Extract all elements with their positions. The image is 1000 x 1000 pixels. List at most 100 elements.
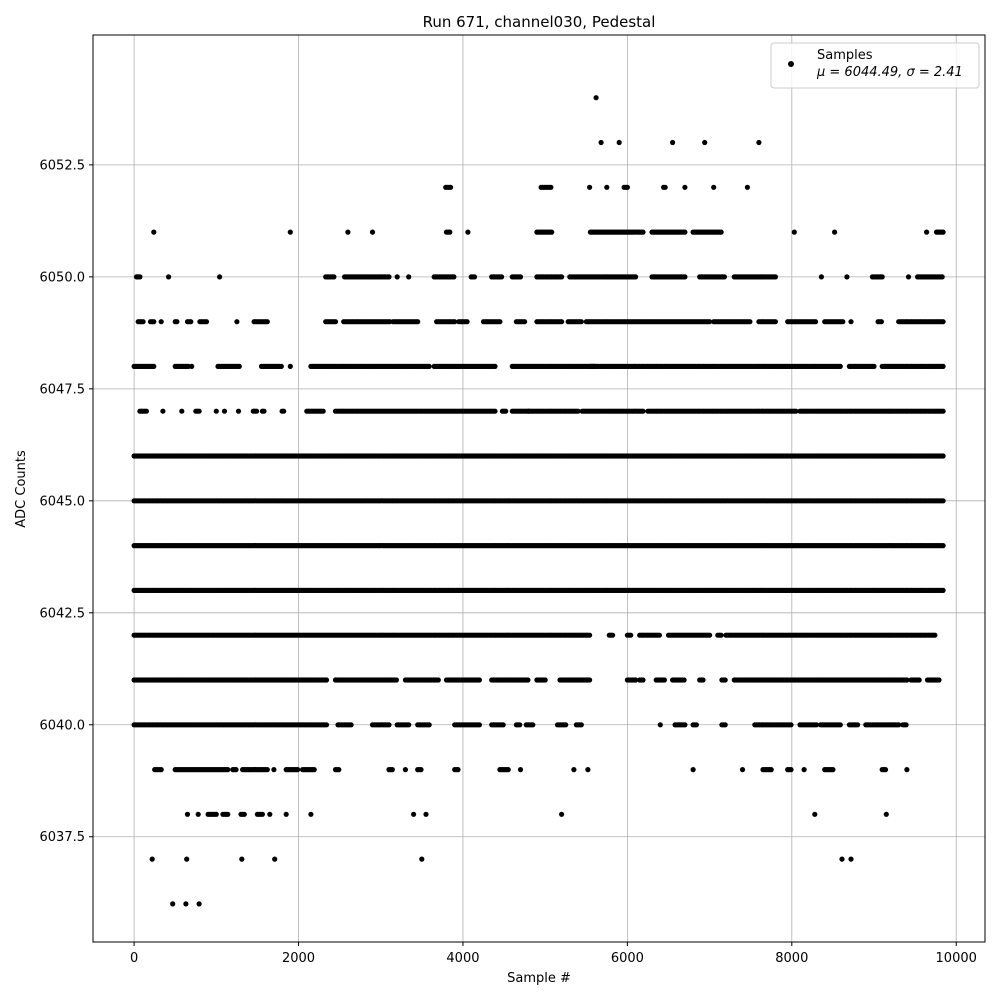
sample-point bbox=[505, 767, 511, 773]
x-axis-label: Sample # bbox=[507, 971, 571, 986]
sample-point bbox=[184, 811, 191, 817]
sample-point bbox=[883, 811, 889, 817]
chart-title: Run 671, channel030, Pedestal bbox=[423, 13, 656, 31]
sample-point bbox=[839, 856, 845, 862]
sample-point bbox=[225, 811, 231, 817]
sample-point bbox=[690, 767, 696, 773]
sample-point bbox=[657, 722, 663, 728]
sample-point bbox=[272, 856, 278, 862]
sample-point bbox=[813, 319, 819, 325]
sample-point bbox=[662, 184, 668, 190]
sample-point bbox=[278, 363, 284, 369]
sample-point bbox=[426, 722, 432, 728]
sample-point bbox=[160, 408, 166, 414]
sample-point bbox=[464, 319, 470, 325]
x-tick-label: 4000 bbox=[446, 951, 479, 966]
sample-point bbox=[640, 408, 646, 414]
sample-point bbox=[830, 767, 836, 773]
sample-point bbox=[447, 229, 453, 235]
sample-point bbox=[542, 677, 548, 683]
sample-point bbox=[871, 363, 877, 369]
sample-point bbox=[756, 139, 762, 146]
sample-point bbox=[517, 274, 524, 280]
sample-point bbox=[681, 677, 687, 683]
sample-point bbox=[406, 274, 412, 280]
sample-point bbox=[549, 229, 555, 235]
y-tick-label: 6040.0 bbox=[40, 718, 86, 733]
y-tick-label: 6037.5 bbox=[40, 830, 86, 845]
sample-point bbox=[670, 139, 676, 146]
sample-point bbox=[235, 408, 242, 414]
sample-point bbox=[217, 274, 223, 280]
sample-point bbox=[559, 319, 565, 325]
sample-point bbox=[476, 722, 482, 728]
y-tick-label: 6042.5 bbox=[40, 606, 86, 621]
sample-point bbox=[563, 722, 569, 728]
sample-point bbox=[940, 543, 946, 549]
sample-point bbox=[517, 722, 523, 728]
sample-point bbox=[492, 363, 498, 369]
sample-point bbox=[844, 274, 850, 280]
sample-point bbox=[682, 722, 688, 728]
sample-point bbox=[682, 184, 688, 190]
sample-point bbox=[264, 319, 270, 325]
sample-point bbox=[233, 767, 239, 773]
sample-point bbox=[503, 408, 509, 414]
sample-point bbox=[693, 722, 700, 728]
sample-point bbox=[587, 184, 593, 190]
sample-point bbox=[837, 363, 843, 369]
sample-point bbox=[345, 229, 351, 235]
sample-point bbox=[640, 229, 646, 235]
sample-point bbox=[837, 722, 843, 728]
sample-point bbox=[878, 319, 885, 325]
sample-point bbox=[213, 408, 219, 414]
sample-point bbox=[548, 184, 554, 190]
sample-point bbox=[940, 498, 946, 504]
sample-point bbox=[559, 811, 565, 817]
sample-point bbox=[791, 229, 797, 235]
sample-point bbox=[151, 319, 157, 325]
sample-point bbox=[332, 319, 339, 325]
sample-point bbox=[143, 408, 149, 414]
sample-point bbox=[916, 677, 922, 683]
sample-point bbox=[903, 722, 909, 728]
sample-point bbox=[768, 767, 774, 773]
sample-point bbox=[435, 677, 441, 683]
x-tick-label: 0 bbox=[130, 951, 138, 966]
sample-point bbox=[571, 767, 577, 773]
y-tick-label: 6050.0 bbox=[40, 270, 86, 285]
sample-point bbox=[183, 901, 189, 907]
legend: Samples μ = 6044.49, σ = 2.41 bbox=[770, 42, 980, 89]
sample-point bbox=[788, 767, 794, 773]
sample-point bbox=[936, 677, 942, 683]
sample-point bbox=[418, 767, 424, 773]
sample-point bbox=[140, 319, 146, 325]
sample-point bbox=[747, 319, 753, 325]
legend-marker bbox=[788, 61, 794, 67]
sample-point bbox=[711, 184, 717, 190]
sample-point bbox=[722, 722, 728, 728]
sample-point bbox=[426, 363, 432, 369]
sample-point bbox=[151, 229, 157, 235]
sample-point bbox=[331, 274, 337, 280]
sample-point bbox=[170, 901, 176, 907]
y-tick-label: 6052.5 bbox=[40, 158, 86, 173]
sample-point bbox=[497, 319, 503, 325]
sample-point bbox=[707, 319, 713, 325]
sample-point bbox=[320, 408, 326, 414]
sample-point bbox=[905, 274, 912, 280]
sample-point bbox=[287, 229, 293, 235]
sample-point bbox=[855, 722, 861, 728]
sample-point bbox=[722, 677, 728, 683]
sample-point bbox=[188, 319, 194, 325]
sample-point bbox=[818, 274, 825, 280]
sample-point bbox=[158, 319, 164, 325]
sample-point bbox=[241, 811, 247, 817]
sample-point bbox=[700, 677, 706, 683]
sample-point bbox=[640, 677, 646, 683]
sample-point bbox=[448, 184, 454, 190]
sample-point bbox=[788, 722, 794, 728]
sample-point bbox=[585, 767, 591, 773]
sample-point bbox=[616, 139, 622, 146]
